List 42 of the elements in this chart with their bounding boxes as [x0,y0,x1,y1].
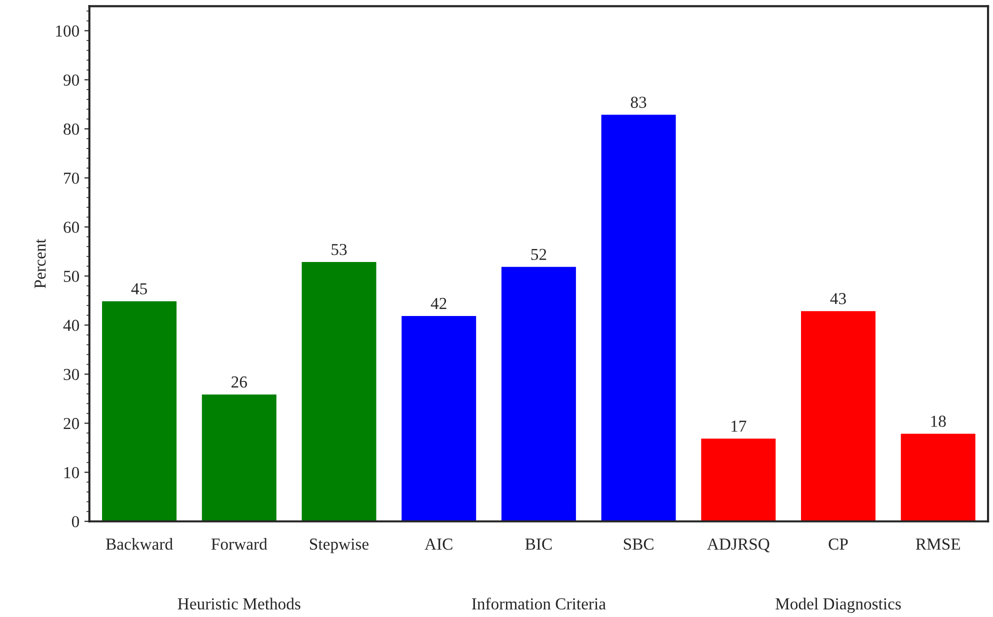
x-tick-label: CP [828,538,848,550]
x-tick-label: Backward [106,538,173,550]
bar [200,393,278,522]
y-tick-label: 70 [64,172,80,184]
bar [800,310,877,522]
x-tick-label: Forward [211,538,268,550]
data-label: 43 [830,293,846,304]
data-label: 52 [531,248,546,260]
bar [400,314,478,522]
data-label: 83 [630,96,646,108]
x-tick-label: SBC [624,538,654,550]
bar [899,432,977,522]
x-tick-label: AIC [424,538,452,550]
bar [500,266,578,522]
bar [600,113,678,522]
bar [100,300,178,522]
data-label: 53 [332,244,347,256]
x-tick-label: BIC [525,538,552,550]
data-label: 17 [732,420,746,432]
y-tick-label: 50 [64,270,80,282]
y-tick-label: 30 [64,368,80,380]
x-tick-label: ADJRSQ [707,538,770,552]
y-tick-label: 40 [63,320,80,332]
y-tick-label: 60 [64,222,80,233]
y-tick-label: 100 [56,25,80,37]
bar [700,437,778,522]
y-tick-label: 90 [64,74,80,86]
y-tick-label: 10 [64,467,80,478]
x-tick-label: Stepwise [310,538,369,554]
y-axis-title: Percent [34,238,46,288]
y-tick-label: 0 [72,516,80,528]
x-tick-label: RMSE [916,538,960,550]
data-label: 26 [232,376,247,388]
data-label: 45 [131,283,147,294]
y-tick-label: 20 [64,418,80,430]
data-label: 18 [931,416,946,427]
text: Information Criteria [472,598,606,610]
bar [300,260,378,522]
data-label: 42 [430,298,446,309]
text: Model Diagnostics [776,598,901,613]
text: Heuristic Methods [178,598,300,610]
y-tick-label: 80 [64,124,80,135]
